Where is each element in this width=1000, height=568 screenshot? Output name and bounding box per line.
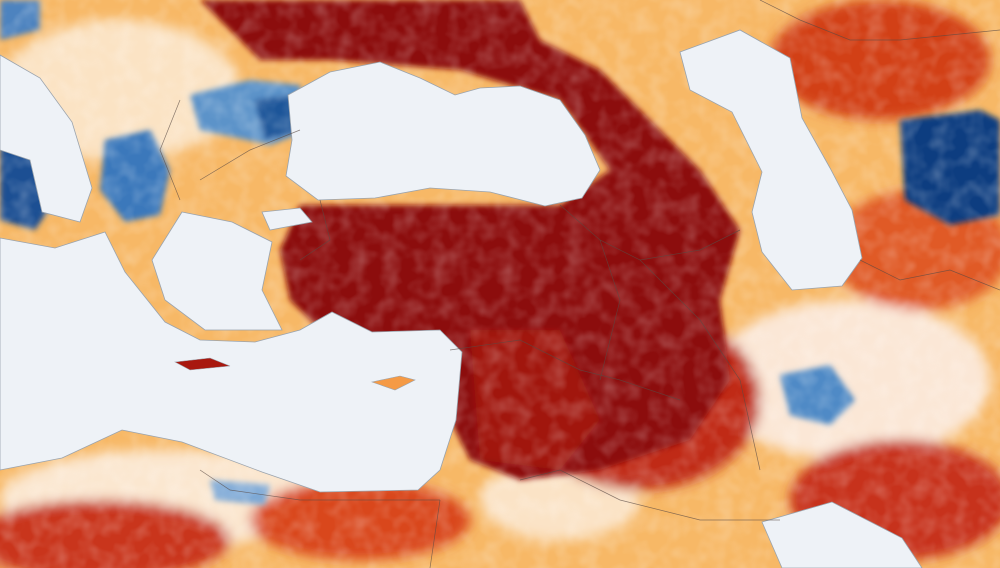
black-sea [285,61,601,207]
mediterranean-sea [0,231,463,493]
water-bodies [0,29,923,568]
caspian-sea [679,29,863,291]
adriatic-sea [0,54,93,223]
borders [159,0,1000,568]
persian-gulf [761,501,923,568]
aegean-sea [151,211,283,331]
marmara-sea [261,207,313,231]
islands [174,357,416,391]
